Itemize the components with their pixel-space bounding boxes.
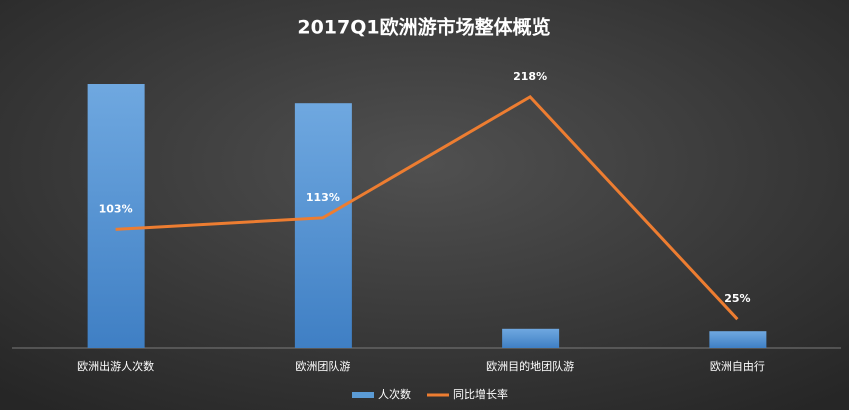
legend-swatch [352,392,374,398]
legend-label: 人次数 [378,387,411,401]
data-label: 25% [724,292,750,305]
bar [709,331,767,348]
line [115,94,739,321]
x-tick-label: 欧洲自由行 [710,359,765,373]
bar [294,103,352,348]
bar [502,328,560,348]
bar [87,84,145,348]
data-label: 113% [306,191,340,204]
data-label: 103% [99,202,133,215]
data-label: 218% [513,70,547,83]
legend-label: 同比增长率 [453,387,508,401]
chart-title: 2017Q1欧洲游市场整体概览 [297,16,550,39]
x-tick-label: 欧洲团队游 [295,359,350,373]
x-tick-label: 欧洲目的地团队游 [486,359,574,373]
x-tick-label: 欧洲出游人次数 [77,359,154,373]
